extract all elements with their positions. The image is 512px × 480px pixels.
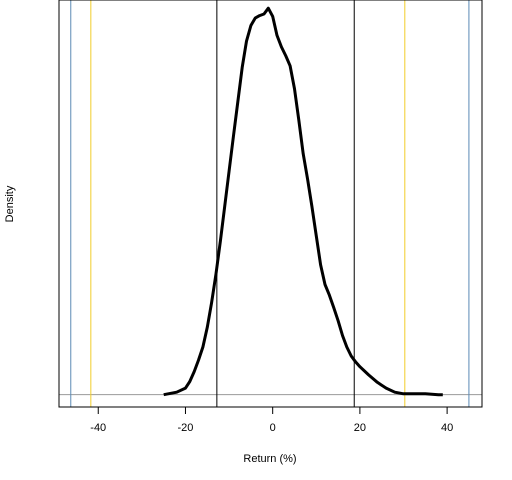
y-axis-label: Density	[4, 185, 16, 222]
x-tick-label: -40	[90, 422, 106, 434]
x-tick-label: 0	[270, 422, 276, 434]
plot-frame	[58, 0, 483, 408]
x-tick-label: 20	[354, 422, 366, 434]
x-tick-label: -20	[178, 422, 194, 434]
x-axis-label: Return (%)	[243, 453, 296, 465]
plot-area	[59, 0, 482, 407]
density-curve	[163, 6, 443, 397]
x-axis: -40 -20 0 20 40	[90, 407, 453, 434]
x-tick-label: 40	[441, 422, 453, 434]
